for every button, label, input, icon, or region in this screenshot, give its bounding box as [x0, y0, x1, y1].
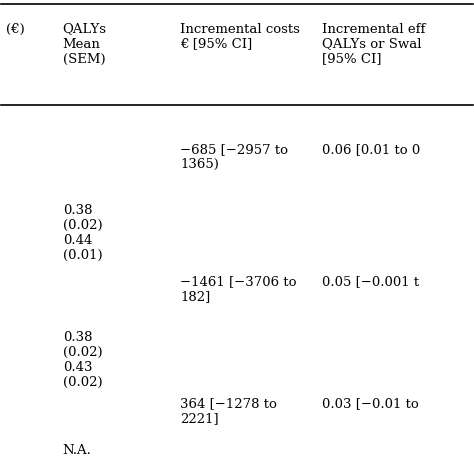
- Text: 0.03 [−0.01 to: 0.03 [−0.01 to: [322, 397, 419, 410]
- Text: Incremental costs
€ [95% CI]: Incremental costs € [95% CI]: [181, 23, 301, 51]
- Text: 0.38
(0.02)
0.43
(0.02): 0.38 (0.02) 0.43 (0.02): [63, 331, 102, 389]
- Text: −685 [−2957 to
1365): −685 [−2957 to 1365): [181, 143, 289, 171]
- Text: (€): (€): [6, 23, 25, 36]
- Text: −1461 [−3706 to
182]: −1461 [−3706 to 182]: [181, 275, 297, 303]
- Text: QALYs
Mean
(SEM): QALYs Mean (SEM): [63, 23, 107, 65]
- Text: 0.06 [0.01 to 0: 0.06 [0.01 to 0: [322, 143, 420, 156]
- Text: 0.05 [−0.001 t: 0.05 [−0.001 t: [322, 275, 419, 288]
- Text: 0.38
(0.02)
0.44
(0.01): 0.38 (0.02) 0.44 (0.01): [63, 204, 102, 262]
- Text: Incremental eff
QALYs or Swal
[95% CI]: Incremental eff QALYs or Swal [95% CI]: [322, 23, 425, 65]
- Text: N.A.: N.A.: [63, 444, 91, 457]
- Text: 364 [−1278 to
2221]: 364 [−1278 to 2221]: [181, 397, 277, 425]
